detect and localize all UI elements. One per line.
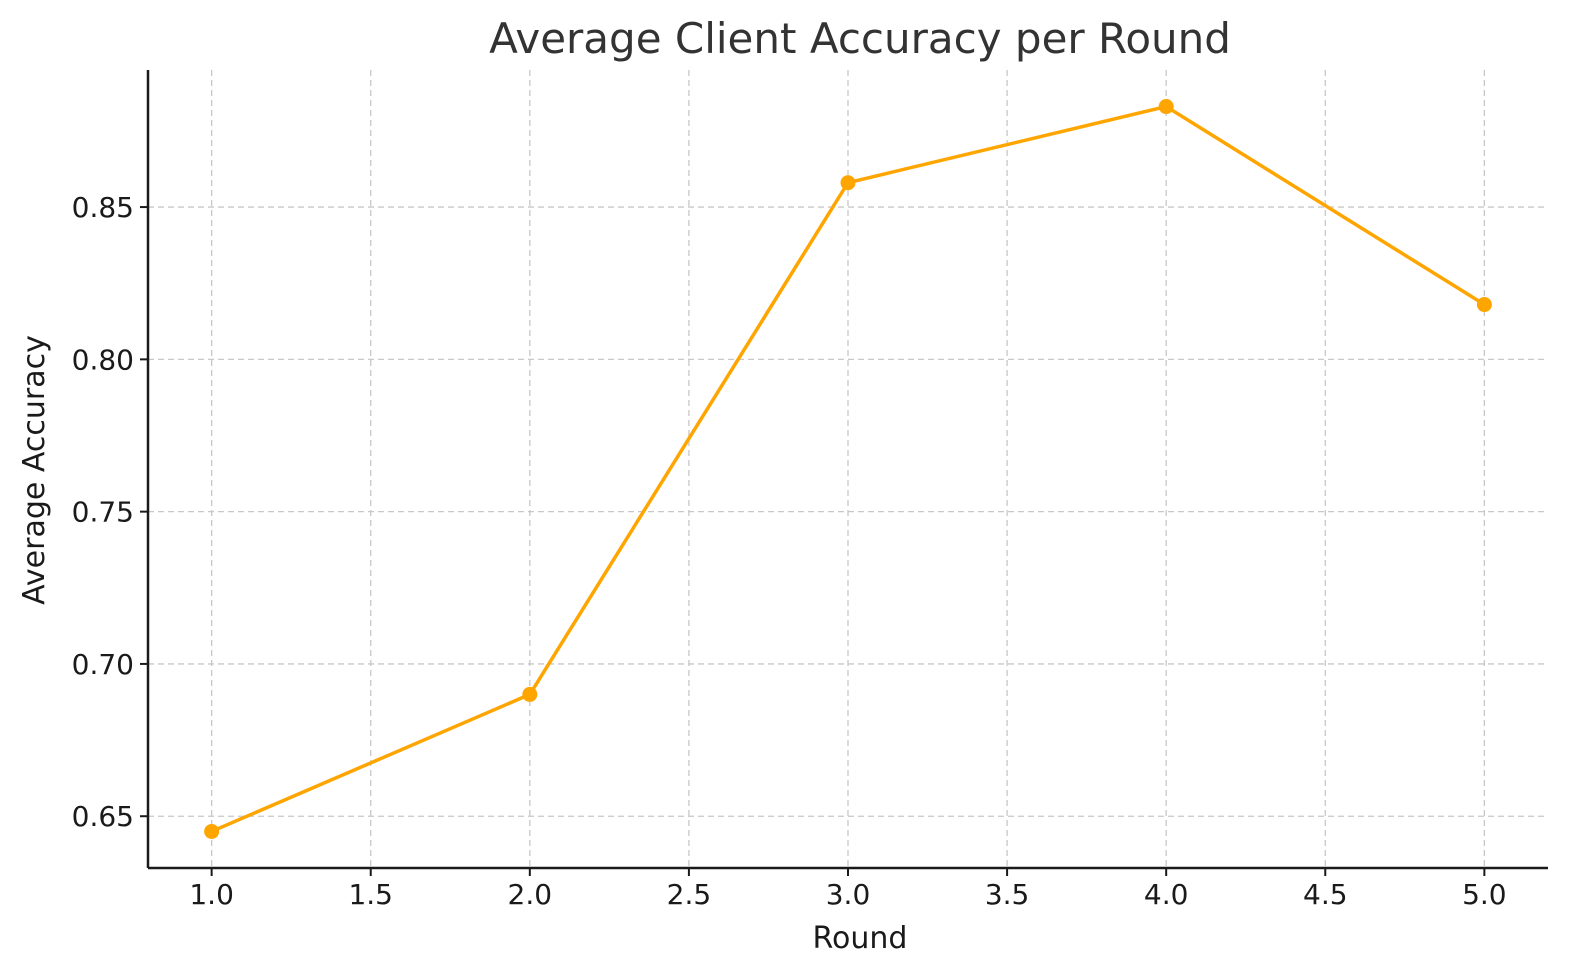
data-point	[522, 686, 538, 702]
x-axis-ticks: 1.0 1.5 2.0 2.5 3.0 3.5 4.0 4.5 5.0	[189, 868, 1507, 911]
x-tick-label: 3.0	[826, 878, 871, 911]
y-tick-label: 0.80	[72, 343, 134, 376]
y-tick-label: 0.85	[72, 191, 134, 224]
y-tick-label: 0.75	[72, 496, 134, 529]
x-axis-label: Round	[813, 921, 908, 956]
y-axis-ticks: 0.65 0.70 0.75 0.80 0.85	[72, 191, 148, 833]
data-point	[1476, 297, 1492, 313]
x-tick-label: 4.5	[1303, 878, 1348, 911]
y-axis-label: Average Accuracy	[17, 335, 52, 605]
x-tick-label: 5.0	[1462, 878, 1507, 911]
data-point	[204, 823, 220, 839]
data-point	[1158, 99, 1174, 115]
grid-lines	[148, 70, 1548, 868]
data-point	[840, 175, 856, 191]
y-tick-label: 0.65	[72, 800, 134, 833]
y-tick-label: 0.70	[72, 648, 134, 681]
x-tick-label: 4.0	[1144, 878, 1189, 911]
x-tick-label: 1.5	[348, 878, 393, 911]
x-tick-label: 3.5	[985, 878, 1030, 911]
series-layer	[204, 99, 1492, 839]
x-tick-label: 1.0	[189, 878, 234, 911]
x-tick-label: 2.0	[508, 878, 553, 911]
chart-title: Average Client Accuracy per Round	[489, 14, 1231, 63]
x-tick-label: 2.5	[667, 878, 712, 911]
